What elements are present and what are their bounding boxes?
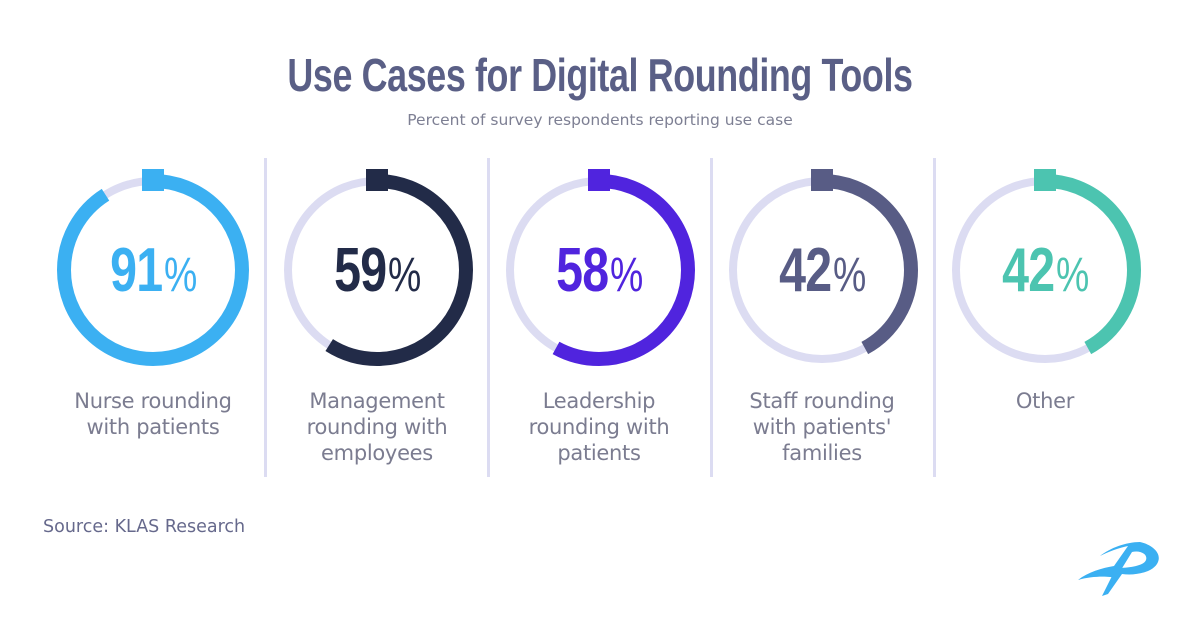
donut-ring <box>949 169 1141 366</box>
ring-start-marker <box>366 169 388 191</box>
chart-subtitle: Percent of survey respondents reporting … <box>407 111 793 129</box>
ring-start-marker <box>811 169 833 191</box>
column-divider <box>710 158 713 477</box>
percent-value: 42% <box>778 235 866 305</box>
percent-value: 42% <box>1001 235 1089 305</box>
gauge-label: Nurse rounding with patients <box>74 389 232 439</box>
ring-start-marker <box>1034 169 1056 191</box>
column-divider <box>264 158 267 477</box>
donut-ring <box>57 169 249 366</box>
gauge-other: 42% <box>935 160 1155 380</box>
gauge-label: Leadership rounding with patients <box>528 389 670 465</box>
donut-ring <box>281 169 473 366</box>
source-note: Source: KLAS Research <box>43 517 246 537</box>
brand-logo-icon <box>1078 542 1159 596</box>
percent-value: 91% <box>109 235 197 305</box>
gauge-management-rounding: 59% <box>267 160 487 380</box>
column-divider <box>933 158 936 477</box>
ring-start-marker <box>588 169 610 191</box>
column-divider <box>487 158 490 477</box>
chart-title: Use Cases for Digital Rounding Tools <box>287 49 913 101</box>
ring-start-marker <box>142 169 164 191</box>
percent-value: 59% <box>333 235 421 305</box>
gauge-label: Management rounding with employees <box>306 389 448 465</box>
gauge-staff-rounding: 42% <box>712 160 932 380</box>
gauge-leadership-rounding: 58% <box>489 160 709 380</box>
gauge-label: Staff rounding with patients' families <box>749 389 895 465</box>
gauge-nurse-rounding: 91% <box>43 160 263 380</box>
donut-ring <box>726 169 918 366</box>
donut-ring <box>503 169 695 366</box>
gauge-label: Other <box>1015 389 1075 413</box>
percent-value: 58% <box>555 235 643 305</box>
